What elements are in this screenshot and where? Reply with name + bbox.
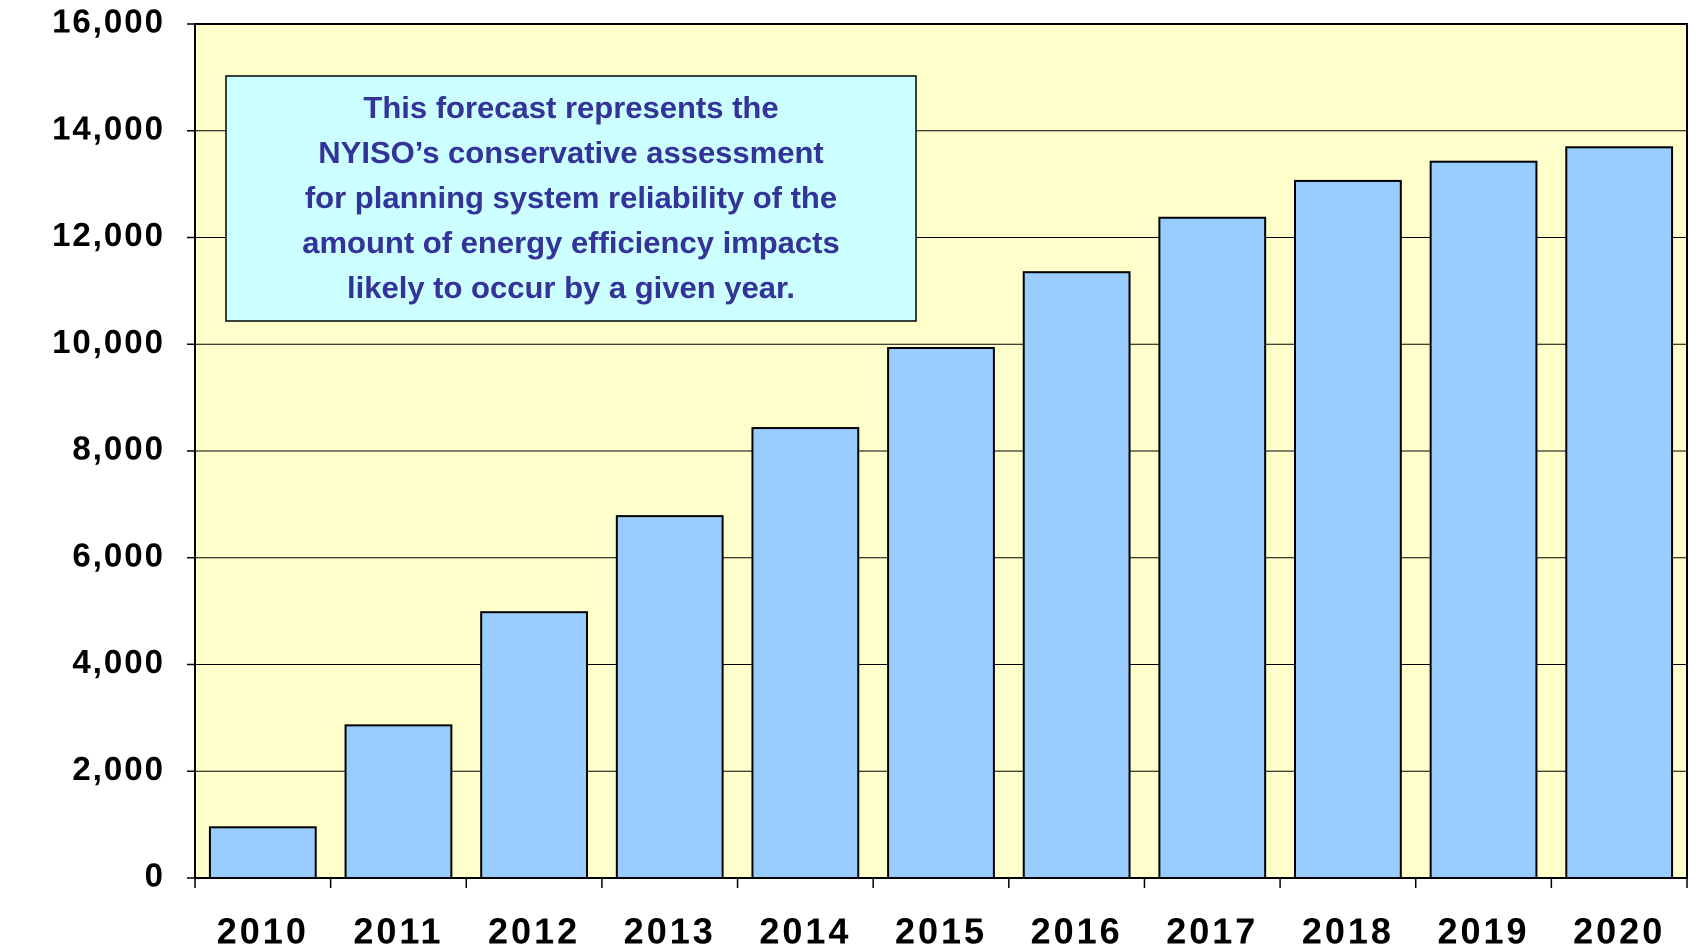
annotation-line: amount of energy efficiency impacts — [302, 225, 839, 260]
y-tick-label: 14,000 — [52, 109, 165, 146]
x-tick-label: 2020 — [1573, 911, 1665, 952]
annotation-box — [225, 75, 917, 322]
bars — [208, 146, 1674, 880]
x-tick-label: 2015 — [895, 911, 987, 952]
x-tick-label: 2016 — [1031, 911, 1123, 952]
y-tick-label: 0 — [145, 857, 165, 894]
bar — [1022, 271, 1131, 880]
x-tick-label: 2011 — [353, 911, 443, 952]
bar — [887, 346, 995, 879]
bar — [615, 515, 724, 879]
x-tick-label: 2010 — [217, 911, 309, 952]
bar — [1294, 179, 1402, 880]
annotation-line: likely to occur by a given year. — [347, 270, 795, 305]
x-tick-label: 2019 — [1437, 911, 1529, 952]
bar — [208, 826, 317, 880]
bar — [480, 611, 588, 879]
x-tick-label: 2013 — [624, 911, 716, 952]
annotation-line: This forecast represents the — [363, 90, 778, 125]
bar — [1158, 216, 1267, 880]
annotation-line: NYISO’s conservative assessment — [318, 135, 823, 170]
bar — [751, 427, 860, 879]
annotation-line: for planning system reliability of the — [305, 180, 837, 215]
y-tick-label: 6,000 — [72, 536, 165, 573]
y-tick-label: 16,000 — [52, 3, 165, 40]
bar — [344, 724, 453, 879]
bar — [1565, 146, 1674, 879]
x-tick-label: 2012 — [488, 911, 580, 952]
y-tick-label: 4,000 — [72, 643, 165, 680]
bar — [1429, 160, 1538, 879]
y-tick-label: 8,000 — [72, 430, 165, 467]
x-tick-label: 2018 — [1302, 911, 1394, 952]
y-tick-label: 12,000 — [52, 216, 165, 253]
x-tick-label: 2014 — [759, 911, 851, 952]
y-tick-label: 10,000 — [52, 323, 165, 360]
annotation: This forecast represents the NYISO’s cons… — [302, 90, 839, 305]
y-tick-label: 2,000 — [72, 750, 165, 787]
x-tick-label: 2017 — [1166, 911, 1258, 952]
